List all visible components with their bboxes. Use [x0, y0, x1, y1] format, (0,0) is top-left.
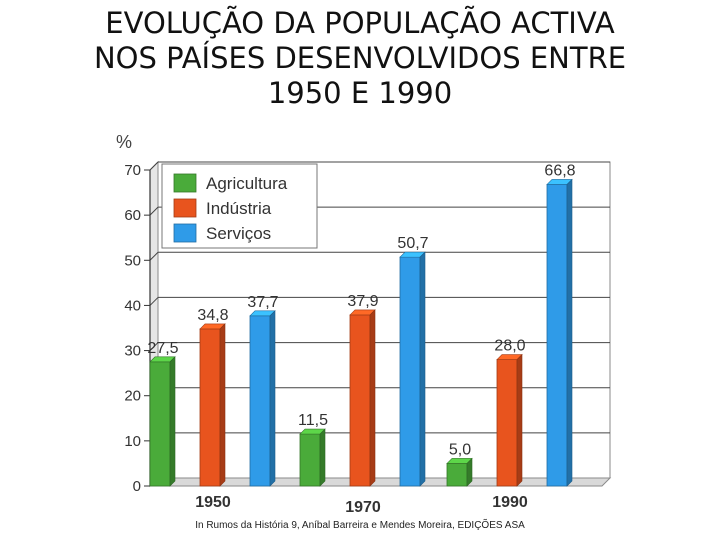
bar-indústria — [199, 328, 221, 487]
bar-serviços — [249, 315, 271, 487]
bar-agricultura — [446, 463, 468, 487]
bar-side — [169, 356, 176, 487]
y-tick-label: 30 — [124, 343, 141, 360]
bar-side — [466, 457, 473, 487]
bar-agricultura — [299, 433, 321, 487]
legend-label: Indústria — [206, 199, 272, 218]
data-label: 5,0 — [449, 441, 471, 458]
bar-side — [269, 310, 276, 487]
legend-swatch-indústria — [173, 198, 197, 218]
bar-indústria — [496, 359, 518, 487]
x-category-label: 1990 — [492, 494, 528, 511]
bar-agricultura — [149, 361, 171, 487]
bar-side — [369, 309, 376, 487]
gridline-side — [149, 206, 159, 216]
y-tick-label: 20 — [124, 388, 141, 405]
bar-side — [419, 251, 426, 487]
bar-serviços — [399, 256, 421, 487]
y-axis-label: % — [116, 132, 132, 152]
y-tick-label: 60 — [124, 207, 141, 224]
y-tick-label: 50 — [124, 252, 141, 269]
y-tick-label: 10 — [124, 433, 141, 450]
bar-serviços — [546, 184, 568, 487]
title-line-3: 1950 E 1990 — [267, 76, 453, 110]
bar-side — [319, 428, 326, 487]
title-line-2: NOS PAÍSES DESENVOLVIDOS ENTRE — [93, 41, 627, 75]
gridline-side — [149, 342, 159, 351]
data-label: 28,0 — [494, 338, 525, 355]
data-label: 37,7 — [247, 294, 278, 311]
data-label: 27,5 — [147, 340, 178, 357]
page-title: EVOLUÇÃO DA POPULAÇÃO ACTIVA NOS PAÍSES … — [0, 6, 720, 111]
bar-chart: 0 10 20 30 40 50 60 70% 27,5 34,8 37,7 1950 11,5 37,9… — [116, 132, 612, 516]
bar-side — [219, 323, 226, 487]
title-line-1: EVOLUÇÃO DA POPULAÇÃO ACTIVA — [105, 6, 615, 40]
x-category-label: 1950 — [195, 494, 231, 511]
legend-swatch-serviços — [173, 223, 197, 243]
gridline-side — [149, 161, 159, 171]
bar-indústria — [349, 314, 371, 487]
chart-container: 0 10 20 30 40 50 60 70% 27,5 34,8 37,7 1950 11,5 37,9… — [90, 124, 620, 516]
y-tick-label: 40 — [124, 297, 141, 314]
data-label: 50,7 — [397, 235, 428, 252]
gridline-side — [149, 251, 159, 261]
data-label: 66,8 — [544, 162, 575, 179]
legend-swatch-agricultura — [173, 173, 197, 193]
bar-side — [516, 353, 523, 487]
data-label: 11,5 — [298, 412, 328, 429]
bar-side — [566, 178, 573, 487]
gridline-side — [149, 297, 159, 306]
data-label: 34,8 — [197, 307, 228, 324]
legend-label: Agricultura — [206, 174, 288, 193]
source-credit: In Rumos da História 9, Aníbal Barreira … — [195, 520, 525, 531]
legend-label: Serviços — [206, 224, 271, 243]
y-tick-label: 0 — [133, 478, 141, 495]
y-tick-label: 70 — [124, 162, 141, 179]
x-category-label: 1970 — [345, 499, 381, 516]
data-label: 37,9 — [347, 293, 378, 310]
